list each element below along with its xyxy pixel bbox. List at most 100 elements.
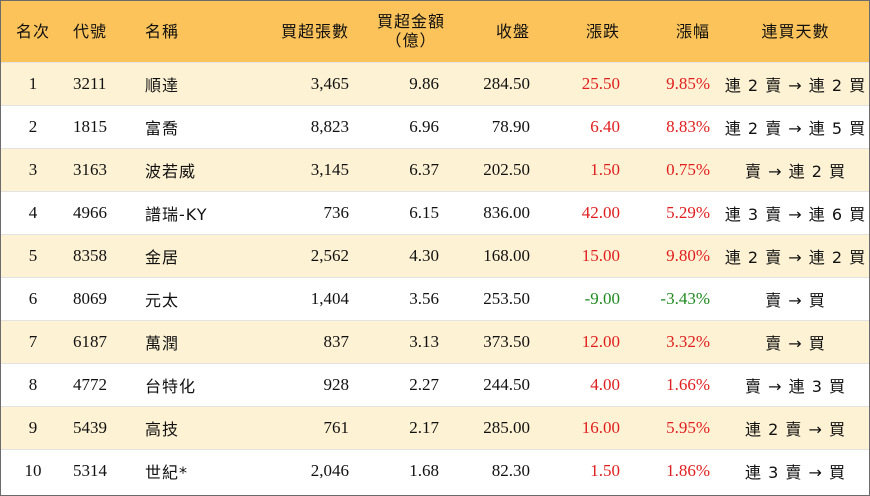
change-cell: 4.00 xyxy=(542,362,632,406)
change-pct-cell: 5.29% xyxy=(632,190,722,234)
header-change: 漲跌 xyxy=(585,21,620,41)
net-amount-cell: 3.56 xyxy=(349,276,451,320)
change-cell: 42.00 xyxy=(542,190,632,234)
rank-cell: 8 xyxy=(1,362,65,406)
streak-cell: 連 3 賣 → 連 6 買 xyxy=(722,190,869,234)
streak-cell: 賣 → 連 3 買 xyxy=(722,362,869,406)
code-cell: 4772 xyxy=(65,362,137,406)
streak-cell: 連 2 賣 → 連 2 買 xyxy=(722,233,869,277)
header-name: 名稱 xyxy=(145,21,180,41)
streak-cell: 連 2 賣 → 連 5 買 xyxy=(722,104,869,148)
change-pct-cell: 1.66% xyxy=(632,362,722,406)
net-amount-cell: 2.17 xyxy=(349,405,451,449)
close-cell: 82.30 xyxy=(451,448,542,492)
rank-cell: 2 xyxy=(1,104,65,148)
code-cell: 6187 xyxy=(65,319,137,363)
header-code: 代號 xyxy=(73,21,108,41)
net-amount-cell: 1.68 xyxy=(349,448,451,492)
change-pct-cell: 3.32% xyxy=(632,319,722,363)
net-amount-cell: 2.27 xyxy=(349,362,451,406)
code-cell: 1815 xyxy=(65,104,137,148)
rank-cell: 9 xyxy=(1,405,65,449)
header-close: 收盤 xyxy=(495,21,530,41)
change-pct-cell: 0.75% xyxy=(632,147,722,191)
streak-cell: 賣 → 連 2 買 xyxy=(722,147,869,191)
rank-cell: 1 xyxy=(1,61,65,105)
code-cell: 3211 xyxy=(65,61,137,105)
net-lots-cell: 1,404 xyxy=(255,276,349,320)
close-cell: 202.50 xyxy=(451,147,542,191)
name-cell: 順達 xyxy=(137,61,255,105)
net-lots-cell: 736 xyxy=(255,190,349,234)
net-lots-cell: 928 xyxy=(255,362,349,406)
name-cell: 世紀* xyxy=(137,448,255,492)
net-amount-cell: 3.13 xyxy=(349,319,451,363)
change-pct-cell: 1.86% xyxy=(632,448,722,492)
header-net-amount-line1: 買超金額 xyxy=(376,12,445,32)
net-amount-cell: 9.86 xyxy=(349,61,451,105)
streak-cell: 連 3 賣 → 買 xyxy=(722,448,869,492)
name-cell: 萬潤 xyxy=(137,319,255,363)
close-cell: 244.50 xyxy=(451,362,542,406)
table-row: 5 8358 金居 2,562 4.30 168.00 15.00 9.80% 連 2 賣 → … xyxy=(1,233,869,277)
table-row: 8 4772 台特化 928 2.27 244.50 4.00 1.66% 賣 → 連 3 買 xyxy=(1,362,869,406)
close-cell: 285.00 xyxy=(451,405,542,449)
name-cell: 高技 xyxy=(137,405,255,449)
net-lots-cell: 3,145 xyxy=(255,147,349,191)
close-cell: 284.50 xyxy=(451,61,542,105)
header-net-amount-line2: （億） xyxy=(385,31,437,51)
rank-cell: 6 xyxy=(1,276,65,320)
code-cell: 3163 xyxy=(65,147,137,191)
change-pct-cell: 9.80% xyxy=(632,233,722,277)
code-cell: 5439 xyxy=(65,405,137,449)
name-cell: 譜瑞-KY xyxy=(137,190,255,234)
name-cell: 金居 xyxy=(137,233,255,277)
header-net-lots: 買超張數 xyxy=(280,21,349,41)
name-cell: 波若威 xyxy=(137,147,255,191)
change-pct-cell: 5.95% xyxy=(632,405,722,449)
header-change-pct: 漲幅 xyxy=(675,21,710,41)
change-cell: 1.50 xyxy=(542,147,632,191)
change-pct-cell: 9.85% xyxy=(632,61,722,105)
net-amount-cell: 4.30 xyxy=(349,233,451,277)
rank-cell: 7 xyxy=(1,319,65,363)
change-cell: 1.50 xyxy=(542,448,632,492)
change-pct-cell: -3.43% xyxy=(632,276,722,320)
rank-cell: 3 xyxy=(1,147,65,191)
header-row: 名次 代號 名稱 買超張數 買超金額 （億） 收盤 漲跌 漲幅 連買天數 xyxy=(1,1,869,62)
streak-cell: 賣 → 買 xyxy=(722,276,869,320)
code-cell: 8358 xyxy=(65,233,137,277)
change-cell: 6.40 xyxy=(542,104,632,148)
net-lots-cell: 761 xyxy=(255,405,349,449)
header-rank: 名次 xyxy=(15,21,50,41)
net-lots-cell: 8,823 xyxy=(255,104,349,148)
name-cell: 台特化 xyxy=(137,362,255,406)
close-cell: 168.00 xyxy=(451,233,542,277)
change-cell: -9.00 xyxy=(542,276,632,320)
header-net-amount: 買超金額 （億） xyxy=(349,1,451,62)
net-lots-cell: 837 xyxy=(255,319,349,363)
name-cell: 富喬 xyxy=(137,104,255,148)
net-lots-cell: 2,562 xyxy=(255,233,349,277)
table-row: 9 5439 高技 761 2.17 285.00 16.00 5.95% 連 2 賣 → 買 xyxy=(1,405,869,449)
name-cell: 元太 xyxy=(137,276,255,320)
header-streak: 連買天數 xyxy=(761,21,830,41)
net-amount-cell: 6.15 xyxy=(349,190,451,234)
streak-cell: 連 2 賣 → 買 xyxy=(722,405,869,449)
code-cell: 4966 xyxy=(65,190,137,234)
rank-cell: 5 xyxy=(1,233,65,277)
close-cell: 373.50 xyxy=(451,319,542,363)
table-row: 1 3211 順達 3,465 9.86 284.50 25.50 9.85% 連 2 賣 → … xyxy=(1,61,869,105)
table-row: 3 3163 波若威 3,145 6.37 202.50 1.50 0.75% 賣 → 連 2 … xyxy=(1,147,869,191)
code-cell: 5314 xyxy=(65,448,137,492)
rank-cell: 10 xyxy=(1,448,65,492)
change-cell: 12.00 xyxy=(542,319,632,363)
rank-cell: 4 xyxy=(1,190,65,234)
close-cell: 253.50 xyxy=(451,276,542,320)
table-row: 4 4966 譜瑞-KY 736 6.15 836.00 42.00 5.29% 連 3 賣 →… xyxy=(1,190,869,234)
change-cell: 15.00 xyxy=(542,233,632,277)
streak-cell: 賣 → 買 xyxy=(722,319,869,363)
net-lots-cell: 2,046 xyxy=(255,448,349,492)
net-amount-cell: 6.37 xyxy=(349,147,451,191)
